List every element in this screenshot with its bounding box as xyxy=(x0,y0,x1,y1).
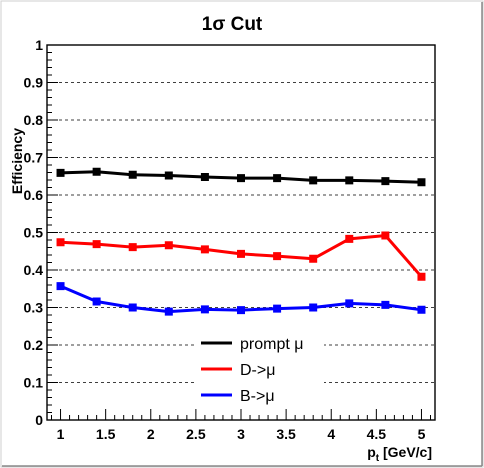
y-tick-label: 0.2 xyxy=(24,337,44,353)
y-tick-label: 0.7 xyxy=(24,150,44,166)
chart-title: 1σ Cut xyxy=(202,14,263,35)
data-point xyxy=(128,303,137,312)
y-tick-label: 1 xyxy=(35,37,43,53)
data-point xyxy=(56,238,65,247)
data-point xyxy=(273,252,282,261)
y-tick-label: 0.1 xyxy=(24,375,44,391)
x-tick-label: 1.5 xyxy=(96,426,116,442)
data-point xyxy=(92,297,101,306)
y-tick-label: 0 xyxy=(35,412,43,428)
data-point xyxy=(273,304,282,313)
y-tick-label: 0.5 xyxy=(24,225,44,241)
data-point xyxy=(309,254,318,263)
data-point xyxy=(200,305,209,314)
x-tick-label: 1 xyxy=(57,426,65,442)
data-point xyxy=(237,306,245,315)
y-axis-label: Efficiency xyxy=(9,128,25,194)
data-point xyxy=(417,305,426,314)
data-point xyxy=(345,234,354,243)
y-tick-label: 0.4 xyxy=(24,262,44,278)
y-tick-label: 0.3 xyxy=(24,300,44,316)
data-point xyxy=(128,243,137,252)
data-point xyxy=(200,245,209,254)
data-point xyxy=(128,170,137,179)
legend-entry: D->μ xyxy=(201,362,275,379)
x-tick-label: 3.5 xyxy=(276,426,296,442)
data-point xyxy=(309,303,318,312)
data-point xyxy=(309,176,318,185)
x-tick-label: 2.5 xyxy=(186,426,206,442)
data-point xyxy=(237,249,245,258)
data-point xyxy=(381,177,390,186)
legend: prompt μ D->μ B->μ xyxy=(196,330,324,408)
data-point xyxy=(56,168,65,177)
data-point xyxy=(200,173,209,181)
legend-label-prompt: prompt μ xyxy=(240,336,303,353)
x-tick-label: 2 xyxy=(147,426,155,442)
data-point xyxy=(345,176,354,185)
data-point xyxy=(381,231,390,240)
data-point xyxy=(381,300,390,309)
data-point xyxy=(92,167,101,176)
axis-ticks: 0 0.1 0.2 0.3 0.4 0.5 0.6 0.7 0.8 0.9 1 1 1.5 2 2.5 3 3.… xyxy=(24,37,431,442)
data-series xyxy=(56,167,426,316)
y-tick-label: 0.9 xyxy=(24,75,44,91)
x-tick-label: 4 xyxy=(327,426,335,442)
x-tick-label: 3 xyxy=(237,426,245,442)
x-tick-label: 4.5 xyxy=(367,426,387,442)
data-point xyxy=(92,240,101,249)
data-point xyxy=(56,282,65,291)
y-tick-label: 0.8 xyxy=(24,112,44,128)
data-point xyxy=(345,299,354,308)
legend-label-d: D->μ xyxy=(240,362,275,379)
data-point xyxy=(164,307,173,316)
x-tick-label: 5 xyxy=(418,426,426,442)
data-point xyxy=(164,241,173,250)
y-tick-label: 0.6 xyxy=(24,187,44,203)
x-axis-label: pt [GeV/c] xyxy=(367,444,432,464)
data-point xyxy=(273,174,282,183)
legend-entry: B->μ xyxy=(201,388,275,405)
data-point xyxy=(417,178,426,187)
data-point xyxy=(417,272,426,281)
legend-entry: prompt μ xyxy=(201,336,303,353)
data-point xyxy=(237,174,245,183)
legend-label-b: B->μ xyxy=(240,388,275,405)
data-point xyxy=(164,171,173,180)
